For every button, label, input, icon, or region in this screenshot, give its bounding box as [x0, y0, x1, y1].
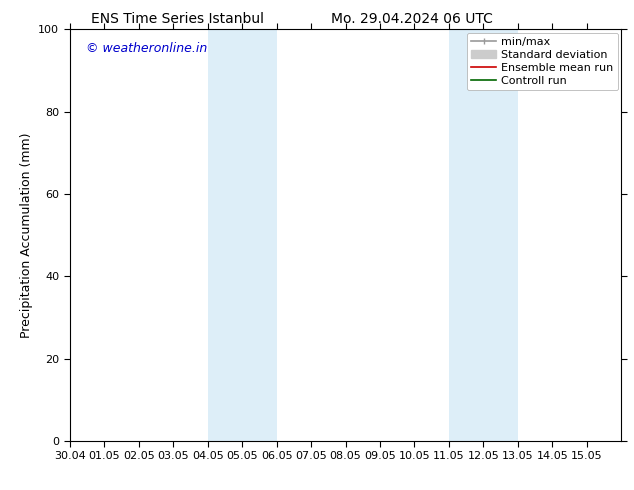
Legend: min/max, Standard deviation, Ensemble mean run, Controll run: min/max, Standard deviation, Ensemble me…: [467, 33, 618, 90]
Y-axis label: Precipitation Accumulation (mm): Precipitation Accumulation (mm): [20, 132, 33, 338]
Text: Mo. 29.04.2024 06 UTC: Mo. 29.04.2024 06 UTC: [331, 12, 493, 26]
Bar: [449, 29, 518, 441]
Text: ENS Time Series Istanbul: ENS Time Series Istanbul: [91, 12, 264, 26]
Text: © weatheronline.in: © weatheronline.in: [86, 42, 207, 55]
Bar: [207, 29, 276, 441]
